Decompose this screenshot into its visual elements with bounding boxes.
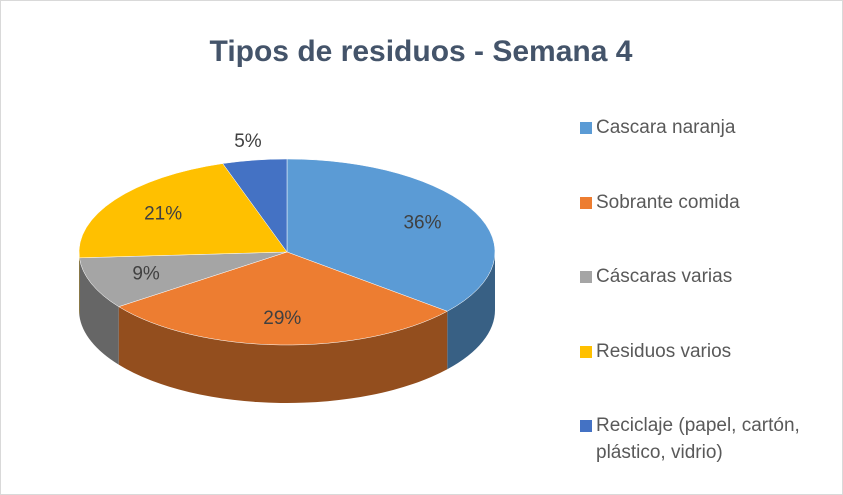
- data-label: 29%: [263, 308, 301, 329]
- legend-label: Residuos varios: [596, 340, 732, 362]
- data-label: 9%: [132, 264, 160, 285]
- legend-swatch: [580, 271, 592, 283]
- legend-label: Cascara naranja: [596, 117, 736, 138]
- pie-slice: [78, 163, 288, 259]
- pie-slice: [286, 158, 496, 312]
- legend-item: Sobrante comida: [580, 189, 831, 216]
- pie-slice: [79, 251, 288, 307]
- legend-item: Cáscaras varias: [580, 263, 831, 290]
- pie-side: [447, 252, 495, 370]
- data-label: 5%: [234, 131, 262, 152]
- legend-item: Residuos varios: [580, 338, 831, 365]
- legend-label: Cáscaras varias: [596, 266, 733, 287]
- pie-slice: [118, 251, 448, 346]
- legend-item: Reciclaje (papel, cartón, plástico, vidr…: [580, 412, 831, 466]
- legend-swatch: [580, 420, 592, 432]
- legend-label: Sobrante comida: [596, 191, 740, 213]
- data-label: 21%: [144, 203, 182, 224]
- legend-item: Cascara naranja: [580, 114, 831, 141]
- pie-side: [118, 306, 448, 403]
- legend-swatch: [580, 345, 592, 358]
- legend-swatch: [580, 196, 592, 209]
- pie-side: [79, 257, 119, 365]
- legend-label: Reciclaje (papel, cartón, plástico, vidr…: [596, 415, 800, 463]
- pie-slice: [222, 158, 288, 253]
- legend-swatch: [580, 122, 592, 134]
- data-label: 36%: [403, 213, 441, 234]
- chart-title: Tipos de residuos - Semana 4: [210, 35, 633, 68]
